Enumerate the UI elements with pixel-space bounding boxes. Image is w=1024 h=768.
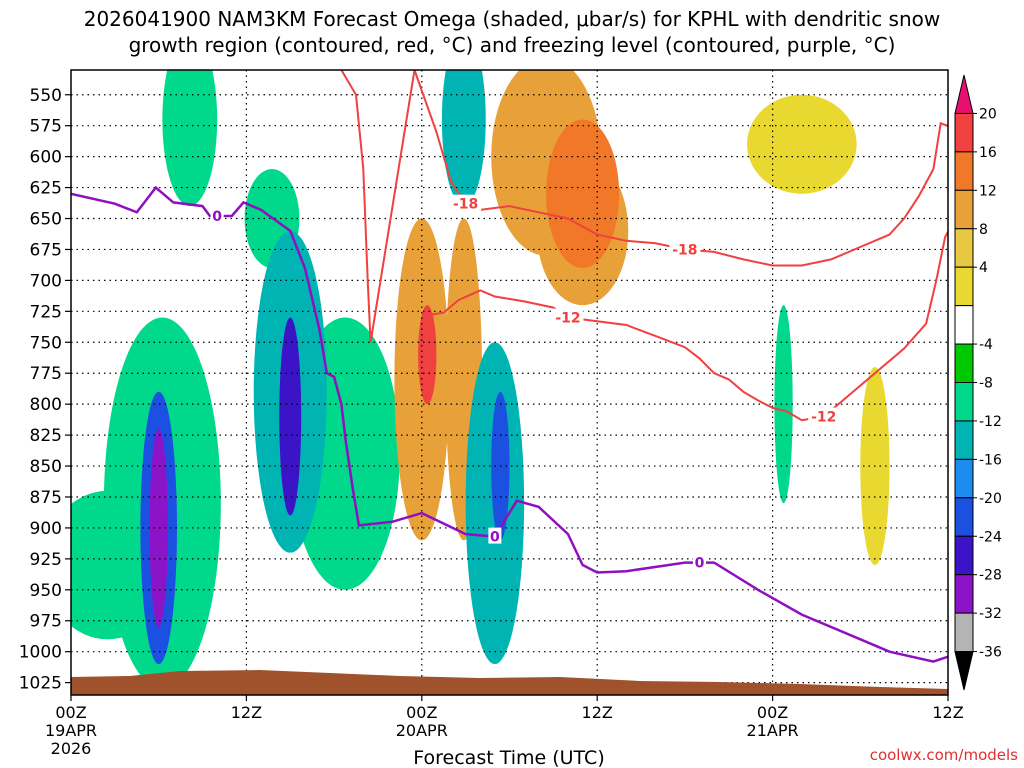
colorbar-label: 20 [979,106,997,122]
colorbar-segment [954,266,974,307]
omega-blob [546,119,620,269]
contour-label-background [552,308,584,325]
x-axis-label: Forecast Time (UTC) [413,747,604,768]
contour-label-background [808,407,840,424]
contour-label-background [669,240,701,257]
credit-text: coolwx.com/models [870,746,1018,764]
x-tick-label: 00Z [55,703,86,722]
x-tick-label: 12Z [932,703,963,722]
colorbar-segment [954,343,974,383]
contour-label: -18 [453,197,478,213]
colorbar-label: -16 [979,452,1002,468]
y-tick-label: 575 [30,117,62,137]
colorbar-label: 16 [979,145,997,161]
x-tick-label: 12Z [231,703,262,722]
isotherm-minus-18-line [340,70,948,343]
contours [71,70,948,663]
ground-surface [71,670,948,695]
contour-label-background [693,553,707,570]
colorbar-label: -28 [979,568,1002,584]
colorbar-segment [954,189,974,230]
contour-label: 0 [695,556,705,572]
omega-blob [162,70,218,207]
x-tick-year-label: 2026 [51,739,92,758]
y-tick-label: 975 [30,612,62,632]
omega-blob [418,305,437,405]
colorbar-segment [954,612,974,653]
contour-label: 0 [490,530,500,546]
colorbar-segment [954,151,974,191]
omega-shading [71,70,1024,689]
y-tick-label: 550 [30,86,62,106]
y-tick-label: 675 [30,240,62,260]
colorbar-segment [954,74,974,114]
y-tick-label: 600 [30,148,62,168]
x-tick-date-label: 21APR [747,721,799,740]
colorbar-segment [954,112,974,153]
colorbar-label: -4 [979,337,993,353]
x-tick-label: 00Z [757,703,788,722]
contour-label: 0 [212,209,222,225]
colorbar: 20 16 12 8 4 -4 -8 -12 -16 -20 -24 -28 -32 -36 [954,74,1002,691]
colorbar-label: 4 [979,260,988,276]
colorbar-segment [954,535,974,576]
y-tick-label: 900 [30,519,62,539]
colorbar-segment [954,228,974,268]
y-tick-label: 850 [30,457,62,477]
colorbar-label: -8 [979,376,993,392]
y-tick-label: 1000 [19,643,62,663]
omega-blob [279,317,302,516]
x-tick-label: 12Z [582,703,613,722]
y-tick-label: 925 [30,550,62,570]
colorbar-segment [954,651,974,691]
colorbar-segment [954,574,974,614]
omega-blob [441,70,486,207]
contour-label-background [488,527,502,544]
chart-title-line2: growth region (contoured, red, °C) and f… [129,33,896,57]
y-tick-label: 800 [30,395,62,415]
colorbar-segment [954,382,974,422]
y-tick-label: 700 [30,271,62,291]
y-tick-label: 825 [30,426,62,446]
y-tick-label: 725 [30,302,62,322]
x-tick-label: 00Z [406,703,437,722]
x-tick-date-label: 19APR [45,721,97,740]
colorbar-label: -36 [979,645,1002,661]
colorbar-label: -20 [979,491,1002,507]
contour-labels: -18 -18 -12 -12 0 0 0 [210,194,840,572]
omega-blob [149,428,168,627]
y-axis: 550 575 600 625 650 675 700 725 750 775 800 825 850 8… [19,86,71,694]
contour-label: -12 [555,311,580,327]
plot-frame [70,69,949,696]
contour-label-background [450,194,482,211]
colorbar-label: 12 [979,183,997,199]
isotherm-minus-12-line [428,229,948,422]
x-tick-date-label: 20APR [396,721,448,740]
contour-label: -18 [672,242,697,258]
omega-blob [1010,355,1024,504]
colorbar-label: 8 [979,222,988,238]
colorbar-segment [954,420,974,460]
colorbar-segment [954,305,974,345]
colorbar-label: -32 [979,606,1002,622]
y-tick-label: 950 [30,581,62,601]
contour-label-background [210,207,224,224]
freezing-level-line [71,185,948,663]
colorbar-label: -12 [979,414,1002,430]
y-tick-label: 625 [30,179,62,199]
y-tick-label: 750 [30,333,62,353]
y-tick-label: 650 [30,210,62,230]
chart-title-line1: 2026041900 NAM3KM Forecast Omega (shaded… [84,7,941,31]
colorbar-label: -24 [979,529,1002,545]
contour-label: -12 [811,410,836,426]
y-tick-label: 1025 [19,674,62,694]
y-tick-label: 775 [30,364,62,384]
omega-blob [774,305,793,504]
omega-blob [747,94,857,194]
colorbar-segment [954,497,974,537]
y-tick-label: 875 [30,488,62,508]
colorbar-segment [954,458,974,499]
